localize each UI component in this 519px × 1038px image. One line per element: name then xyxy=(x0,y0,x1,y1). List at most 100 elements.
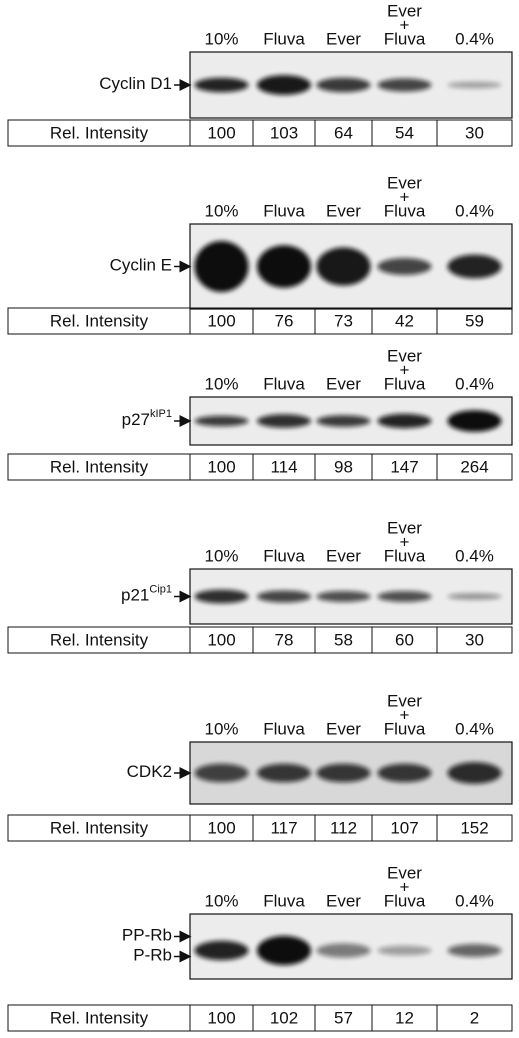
intensity-value: 100 xyxy=(207,630,235,649)
column-header: Fluva xyxy=(384,546,426,565)
intensity-value: 30 xyxy=(465,630,484,649)
band xyxy=(317,78,371,93)
intensity-value: 117 xyxy=(270,818,297,837)
intensity-value: 264 xyxy=(460,457,488,476)
protein-label: Cyclin D1 xyxy=(99,74,172,93)
protein-name: p27 xyxy=(122,410,150,429)
intensity-value: 98 xyxy=(334,457,353,476)
protein-name: Cyclin D1 xyxy=(99,74,172,93)
intensity-value: 60 xyxy=(395,630,414,649)
band xyxy=(448,255,502,279)
column-header: 10% xyxy=(204,891,238,910)
column-header: 0.4% xyxy=(455,201,494,220)
band xyxy=(257,764,311,783)
band xyxy=(317,591,371,602)
intensity-value: 102 xyxy=(270,1008,298,1027)
superscript: kIP1 xyxy=(150,408,172,420)
column-header: Ever xyxy=(326,29,361,48)
column-header: 10% xyxy=(204,29,238,48)
intensity-value: 100 xyxy=(207,818,235,837)
intensity-value: 58 xyxy=(334,630,353,649)
column-header: Ever xyxy=(326,374,361,393)
column-header: 0.4% xyxy=(455,29,494,48)
intensity-value: 100 xyxy=(207,457,235,476)
column-header: Fluva xyxy=(263,891,305,910)
intensity-value: 78 xyxy=(275,630,294,649)
protein-label: PP-Rb xyxy=(122,926,172,945)
row-label: Rel. Intensity xyxy=(50,1008,149,1027)
column-header: 10% xyxy=(204,719,238,738)
band xyxy=(195,764,249,783)
row-label: Rel. Intensity xyxy=(50,818,149,837)
column-header: Fluva xyxy=(384,201,426,220)
column-header: 0.4% xyxy=(455,891,494,910)
column-header: Fluva xyxy=(384,891,426,910)
protein-label: p21Cip1 xyxy=(121,583,172,605)
column-header: 0.4% xyxy=(455,546,494,565)
row-label: Rel. Intensity xyxy=(50,630,149,649)
protein-name: PP-Rb xyxy=(122,926,172,945)
protein-name: CDK2 xyxy=(127,762,172,781)
intensity-value: 2 xyxy=(470,1008,479,1027)
band xyxy=(257,75,311,95)
column-header: 0.4% xyxy=(455,719,494,738)
column-header: 10% xyxy=(204,374,238,393)
protein-name: P-Rb xyxy=(133,946,172,965)
band xyxy=(195,78,249,93)
band xyxy=(448,82,502,89)
column-header: 10% xyxy=(204,201,238,220)
band xyxy=(195,416,249,427)
protein-label: CDK2 xyxy=(127,762,172,781)
column-header: Ever xyxy=(326,719,361,738)
band xyxy=(317,415,371,427)
column-header: Fluva xyxy=(263,546,305,565)
band xyxy=(378,258,432,275)
band xyxy=(257,245,311,288)
band xyxy=(195,241,249,292)
band xyxy=(378,414,432,428)
band xyxy=(378,78,432,91)
column-header: Fluva xyxy=(263,719,305,738)
intensity-value: 59 xyxy=(465,311,484,330)
intensity-value: 12 xyxy=(395,1008,414,1027)
band xyxy=(317,764,371,783)
figure: 10%FluvaEverEver+Fluva0.4%Cyclin D1Rel. … xyxy=(0,0,519,1033)
protein-name: Cyclin E xyxy=(110,256,172,275)
band xyxy=(378,591,432,602)
column-header: Fluva xyxy=(384,374,426,393)
band xyxy=(378,764,432,783)
row-label: Rel. Intensity xyxy=(50,123,149,142)
intensity-value: 57 xyxy=(334,1008,353,1027)
superscript: Cip1 xyxy=(149,583,172,595)
intensity-value: 103 xyxy=(270,123,298,142)
column-header: Fluva xyxy=(384,719,426,738)
band xyxy=(448,410,502,432)
band xyxy=(317,943,371,957)
column-header: Ever xyxy=(326,201,361,220)
intensity-value: 147 xyxy=(390,457,418,476)
intensity-value: 107 xyxy=(390,818,418,837)
intensity-value: 54 xyxy=(395,123,414,142)
column-header: 10% xyxy=(204,546,238,565)
column-header: Fluva xyxy=(263,29,305,48)
band xyxy=(257,414,311,427)
column-header: Ever xyxy=(326,546,361,565)
column-header: Fluva xyxy=(263,374,305,393)
band xyxy=(257,590,311,602)
protein-label: P-Rb xyxy=(133,946,172,965)
intensity-value: 100 xyxy=(207,311,235,330)
intensity-value: 76 xyxy=(275,311,294,330)
column-header: Fluva xyxy=(384,29,426,48)
band xyxy=(448,593,502,600)
column-header: Fluva xyxy=(263,201,305,220)
intensity-value: 112 xyxy=(330,818,357,837)
intensity-value: 100 xyxy=(207,1008,235,1027)
intensity-value: 152 xyxy=(460,818,488,837)
column-header: Ever xyxy=(326,891,361,910)
band xyxy=(378,946,432,956)
protein-name: p21 xyxy=(121,586,149,605)
band xyxy=(317,247,371,285)
intensity-value: 100 xyxy=(207,123,235,142)
band xyxy=(195,590,249,604)
intensity-value: 30 xyxy=(465,123,484,142)
